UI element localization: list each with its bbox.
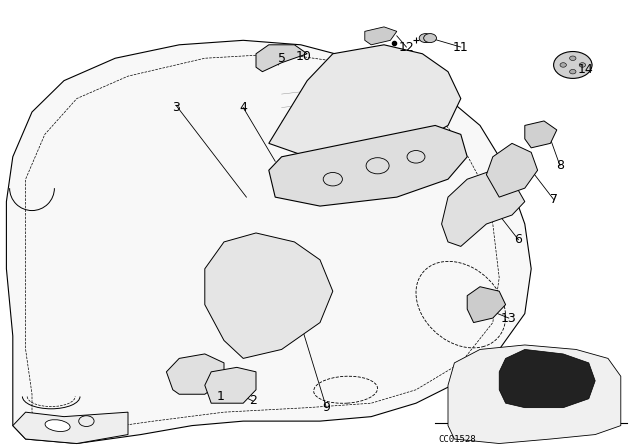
Polygon shape bbox=[205, 367, 256, 403]
Polygon shape bbox=[499, 349, 595, 408]
Circle shape bbox=[560, 63, 566, 67]
Ellipse shape bbox=[45, 420, 70, 431]
Polygon shape bbox=[486, 143, 538, 197]
Polygon shape bbox=[256, 45, 307, 72]
Text: CC01528: CC01528 bbox=[438, 435, 476, 444]
Text: 1: 1 bbox=[217, 390, 225, 403]
Polygon shape bbox=[269, 125, 467, 206]
Polygon shape bbox=[448, 345, 621, 444]
Polygon shape bbox=[442, 170, 525, 246]
Polygon shape bbox=[269, 45, 461, 161]
Text: 12: 12 bbox=[399, 40, 414, 54]
Polygon shape bbox=[205, 233, 333, 358]
Text: 5: 5 bbox=[278, 52, 285, 65]
Polygon shape bbox=[13, 412, 128, 444]
Polygon shape bbox=[6, 40, 531, 444]
Polygon shape bbox=[166, 354, 224, 394]
Text: 7: 7 bbox=[550, 193, 557, 206]
Text: 10: 10 bbox=[296, 49, 312, 63]
Circle shape bbox=[424, 34, 436, 43]
Text: 14: 14 bbox=[578, 63, 593, 76]
Text: 13: 13 bbox=[501, 311, 516, 325]
Circle shape bbox=[419, 34, 432, 43]
Text: 4: 4 bbox=[239, 101, 247, 114]
Polygon shape bbox=[525, 121, 557, 148]
Polygon shape bbox=[365, 27, 397, 45]
Text: 9: 9 bbox=[323, 401, 330, 414]
Text: 3: 3 bbox=[172, 101, 180, 114]
Polygon shape bbox=[467, 287, 506, 323]
Text: 11: 11 bbox=[453, 40, 468, 54]
Circle shape bbox=[579, 63, 586, 67]
Circle shape bbox=[570, 56, 576, 60]
Circle shape bbox=[554, 52, 592, 78]
Text: 8: 8 bbox=[556, 159, 564, 172]
Text: 6: 6 bbox=[515, 233, 522, 246]
Text: 2: 2 bbox=[249, 394, 257, 408]
Circle shape bbox=[570, 69, 576, 74]
